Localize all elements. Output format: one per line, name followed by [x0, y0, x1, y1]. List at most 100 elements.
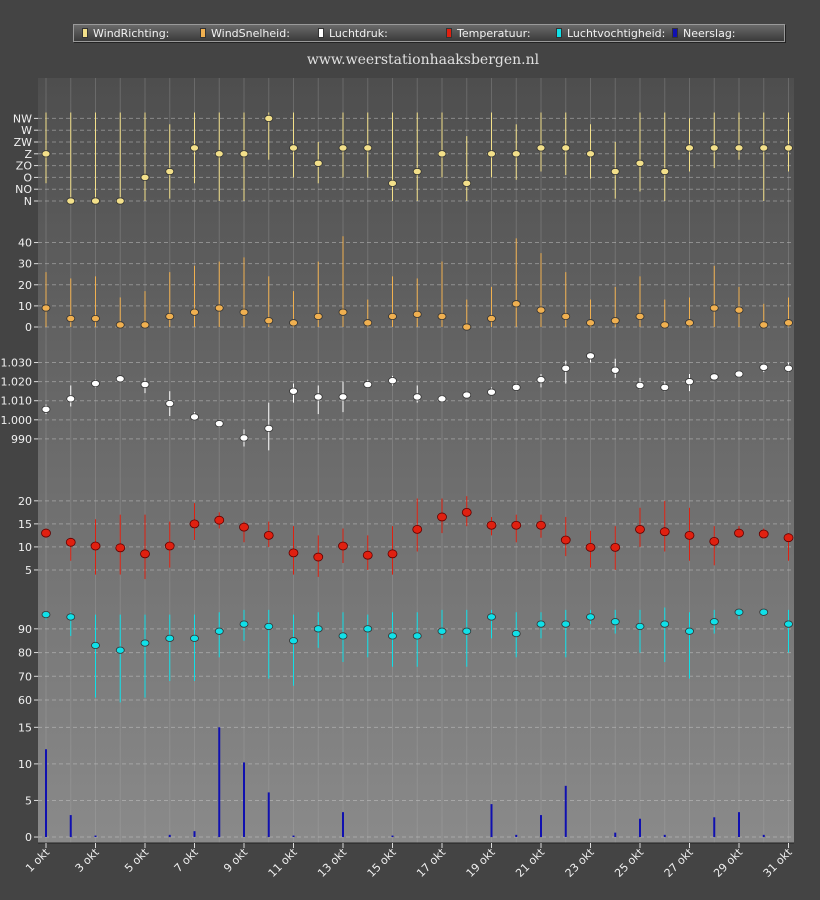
data-point — [362, 550, 373, 560]
data-point — [140, 549, 150, 559]
data-point — [115, 375, 125, 383]
data-point — [239, 150, 249, 158]
data-point — [660, 383, 670, 391]
data-point — [388, 312, 397, 321]
data-point — [487, 150, 496, 158]
data-point — [511, 383, 521, 391]
data-point — [288, 548, 299, 558]
rain-bar — [193, 831, 196, 838]
data-point — [388, 179, 397, 187]
data-point — [239, 522, 249, 532]
legend-swatch — [446, 28, 452, 38]
data-point — [140, 380, 150, 389]
data-point — [214, 420, 224, 428]
data-point — [511, 150, 521, 158]
data-point — [734, 528, 744, 538]
data-point — [90, 541, 101, 551]
data-point — [684, 530, 695, 540]
data-point — [511, 300, 521, 308]
data-point — [115, 197, 125, 205]
data-point — [388, 377, 397, 385]
data-point — [263, 530, 274, 540]
data-point — [41, 405, 51, 413]
data-point — [264, 114, 274, 123]
data-point — [388, 632, 397, 640]
rain-bar — [762, 834, 765, 838]
data-point — [91, 379, 100, 388]
rain-bar — [292, 835, 295, 838]
y-tick-label: 80 — [18, 647, 32, 660]
y-tick-label: 20 — [18, 495, 32, 508]
rain-bar — [663, 834, 666, 838]
data-point — [313, 159, 323, 167]
data-point — [437, 512, 447, 522]
legend-label: WindRichting: — [93, 26, 170, 40]
y-tick-label: 30 — [18, 258, 32, 271]
panel-luchtvochtigheid: 60 70 80 90 — [18, 607, 794, 707]
y-tick-label: 0 — [25, 831, 32, 844]
data-point — [759, 144, 769, 152]
data-point — [734, 608, 744, 616]
data-point — [660, 620, 670, 628]
data-point — [709, 618, 719, 626]
rain-bar — [515, 834, 518, 838]
data-point — [536, 520, 546, 530]
data-point — [264, 424, 274, 433]
legend-label: Neerslag: — [683, 26, 736, 40]
data-point — [412, 525, 423, 534]
data-point — [437, 150, 447, 158]
y-tick-label: NO — [15, 183, 32, 196]
x-tick-label: 29 okt — [711, 845, 745, 879]
panel-windsnelheid: 0 10 20 30 40 — [18, 236, 794, 334]
data-point — [363, 380, 373, 389]
data-point — [338, 144, 348, 152]
data-point — [239, 434, 249, 442]
data-point — [462, 391, 472, 399]
data-point — [486, 520, 497, 530]
y-tick-label: 5 — [25, 564, 32, 577]
rain-bar — [243, 762, 245, 838]
y-tick-label: 1.000 — [1, 414, 33, 427]
y-tick-label: 15 — [18, 518, 32, 531]
data-point — [462, 323, 472, 331]
y-tick-label: N — [24, 195, 32, 208]
rain-bar — [69, 815, 72, 838]
data-point — [214, 150, 224, 158]
data-point — [313, 393, 323, 401]
legend-bar: WindRichting: WindSnelheid: Luchtdruk: Temp… — [73, 24, 785, 42]
data-point — [759, 363, 769, 371]
legend-item-windrichting: WindRichting: — [82, 27, 169, 40]
data-point — [239, 620, 249, 628]
y-tick-label: 990 — [11, 433, 32, 446]
data-point — [338, 393, 348, 401]
data-point — [586, 319, 595, 327]
site-url: www.weerstationhaaksbergen.nl — [306, 52, 540, 68]
data-point — [412, 632, 422, 640]
data-point — [784, 364, 793, 372]
data-point — [659, 527, 670, 537]
data-point — [41, 528, 51, 538]
x-tick-label: 27 okt — [662, 845, 696, 879]
x-tick-label: 1 okt — [23, 845, 52, 874]
data-point — [610, 366, 620, 374]
data-point — [462, 179, 472, 187]
x-tick-label: 25 okt — [612, 845, 646, 879]
data-point — [561, 144, 571, 152]
data-point — [338, 632, 348, 640]
data-point — [214, 304, 224, 312]
legend-swatch — [672, 28, 678, 38]
data-point — [635, 525, 645, 534]
data-point — [190, 634, 199, 642]
data-point — [437, 312, 447, 321]
data-point — [709, 536, 720, 546]
data-point — [709, 304, 719, 312]
data-point — [66, 314, 76, 323]
y-tick-label: 1.020 — [1, 376, 33, 389]
rain-bar — [738, 812, 740, 838]
data-point — [239, 308, 249, 316]
data-point — [610, 618, 620, 626]
data-point — [115, 543, 126, 553]
data-point — [115, 646, 125, 654]
rain-bar — [490, 804, 493, 838]
